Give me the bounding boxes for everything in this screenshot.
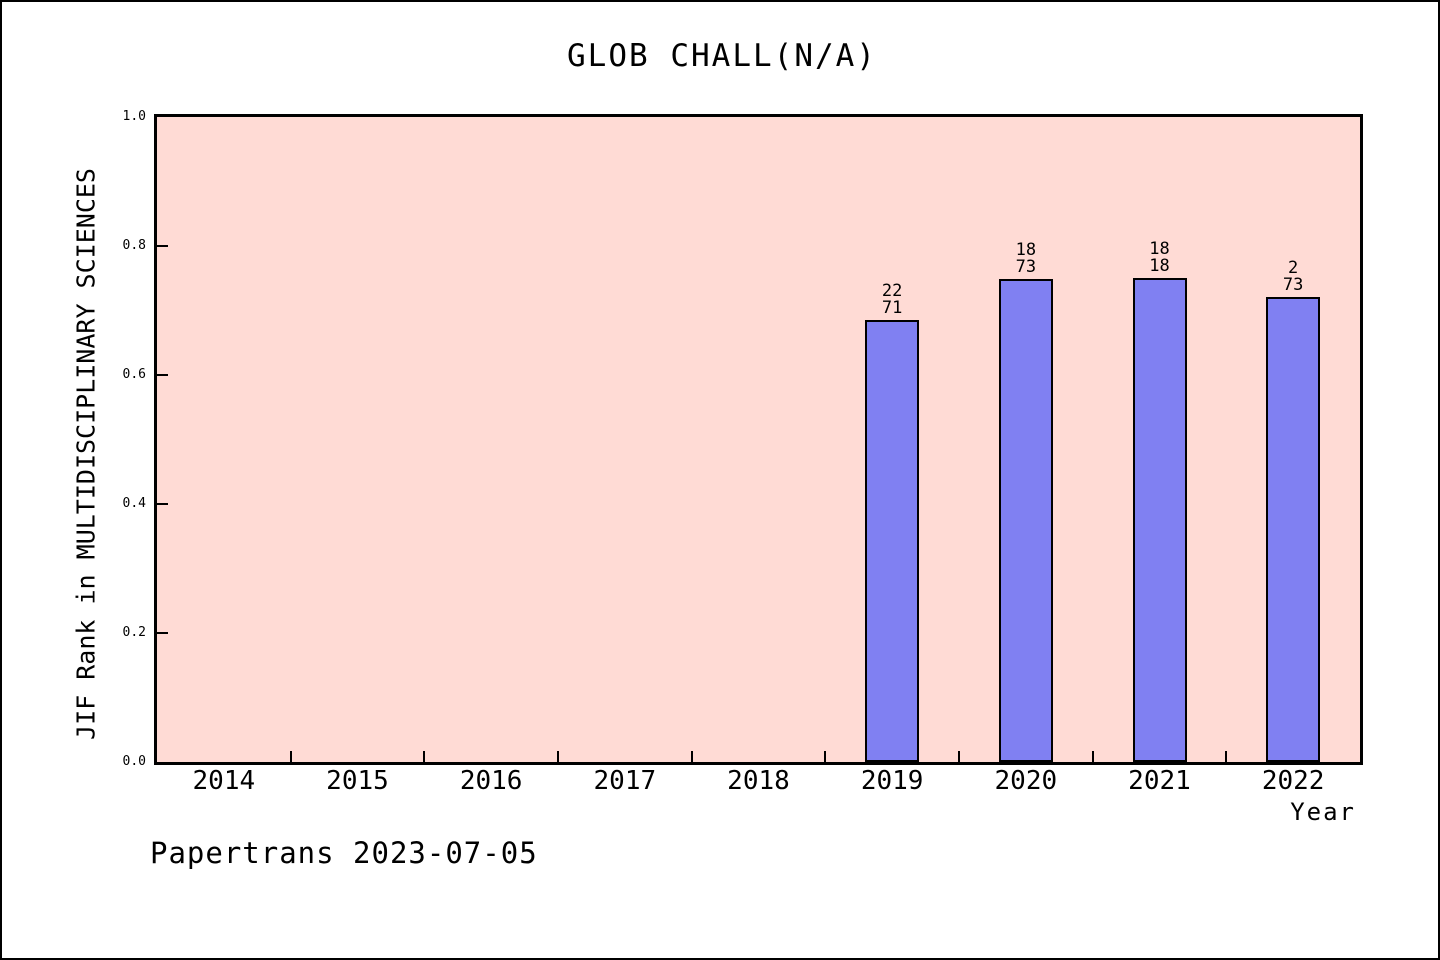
bar-label-numerator: 22: [881, 281, 903, 302]
bar-label-numerator: 18: [1015, 239, 1037, 260]
y-tick-label: 0.4: [122, 496, 146, 511]
x-tick-label: 2018: [727, 766, 790, 796]
x-tick-label: 2016: [459, 766, 523, 796]
x-tick-mark: [824, 751, 827, 762]
bar: [1132, 277, 1187, 762]
bar-label-denominator: 18: [1149, 255, 1170, 276]
bar: [865, 320, 920, 762]
bar: [1266, 296, 1321, 762]
bar-label-numerator: 18: [1149, 238, 1170, 259]
x-tick-label: 2015: [326, 766, 389, 796]
y-tick-mark: [157, 503, 168, 505]
x-tick-mark: [1225, 751, 1228, 762]
x-tick-label: 2021: [1128, 766, 1191, 796]
x-tick-mark: [289, 751, 292, 762]
x-axis-label: Year: [1290, 798, 1356, 826]
x-tick-label: 2019: [860, 766, 924, 796]
bar-label-denominator: 71: [881, 298, 903, 319]
bar-label-denominator: 73: [1015, 256, 1037, 277]
bar-value-label: 18 73: [981, 239, 1071, 277]
y-tick-mark: [157, 632, 168, 634]
bar-value-label: 18 18: [1115, 238, 1205, 276]
watermark-text: Papertrans 2023-07-05: [150, 836, 538, 870]
bar-value-label: 2 73: [1248, 257, 1338, 295]
bar-value-label: 22 71: [847, 283, 937, 317]
x-tick-label: 2022: [1261, 766, 1325, 796]
chart-title: GLOB CHALL(N/A): [567, 38, 877, 74]
y-tick-mark: [157, 245, 168, 247]
bar: [998, 278, 1053, 762]
x-tick-label: 2017: [593, 766, 657, 796]
y-tick-label: 0.6: [122, 367, 146, 382]
y-tick-mark: [157, 374, 168, 376]
x-tick-label: 2014: [192, 766, 256, 796]
x-tick-label: 2020: [994, 766, 1058, 796]
x-tick-mark: [1091, 751, 1094, 762]
plot-area: 22 71 18 73 18 18 2 73: [154, 114, 1363, 765]
y-tick-label: 0.2: [122, 625, 146, 640]
bar-label-denominator: 73: [1282, 274, 1304, 295]
y-tick-label: 0.0: [122, 754, 146, 769]
x-tick-mark: [690, 751, 693, 762]
y-tick-label: 1.0: [122, 109, 146, 124]
y-tick-label: 0.8: [122, 238, 146, 253]
x-tick-mark: [958, 751, 960, 762]
x-tick-mark: [557, 751, 559, 762]
x-tick-mark: [423, 751, 426, 762]
bar-label-numerator: 2: [1288, 257, 1299, 278]
